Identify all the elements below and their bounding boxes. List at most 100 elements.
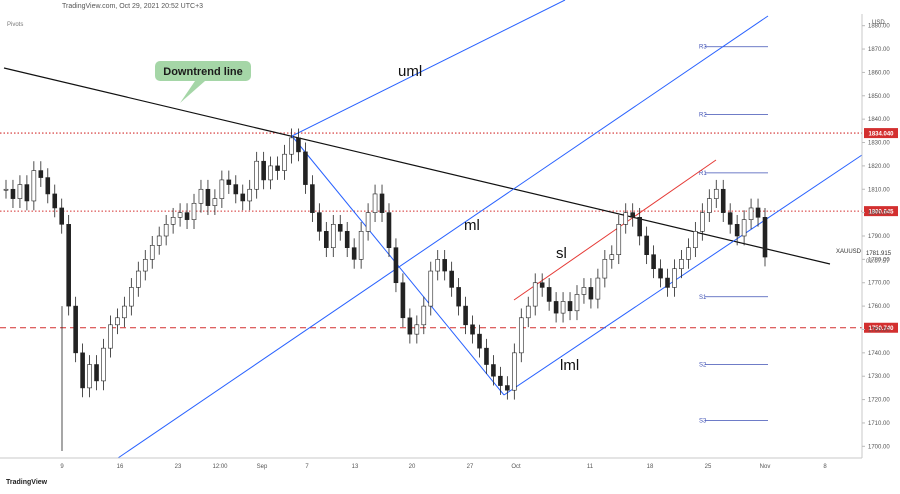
price-candle xyxy=(484,347,489,365)
price-candle xyxy=(449,270,454,288)
price-candle xyxy=(66,224,71,307)
price-candle xyxy=(700,212,705,232)
price-candle xyxy=(358,231,364,260)
price-candle xyxy=(351,247,357,260)
downtrend-text: Downtrend line xyxy=(163,66,242,78)
median-line xyxy=(117,15,769,459)
price-candle xyxy=(630,212,635,218)
downtrend-line xyxy=(3,67,831,265)
y-tick-label: 1780.00 xyxy=(868,257,890,263)
countdown-label: 03:07:57 xyxy=(866,259,890,265)
price-candle xyxy=(122,305,127,319)
price-candle xyxy=(310,184,315,213)
price-candle xyxy=(393,247,399,284)
price-candle xyxy=(505,385,510,391)
x-tick-label: Oct xyxy=(511,464,521,470)
last-price-label: 1781.915 xyxy=(866,251,892,257)
price-candle xyxy=(672,268,677,288)
price-candle xyxy=(219,179,225,199)
pivot-label: S3 xyxy=(699,419,707,425)
price-candle xyxy=(226,179,232,185)
price-candle xyxy=(407,317,413,335)
price-candle xyxy=(247,188,253,202)
price-candle xyxy=(637,217,642,237)
price-candle xyxy=(748,207,754,220)
level-badge xyxy=(864,128,898,139)
price-candle xyxy=(546,287,552,302)
annotations: XAUUSD 1781.915 03:07:57 Downtrend line uml m… xyxy=(155,61,892,374)
y-tick-label: 1820.00 xyxy=(868,164,890,170)
x-tick-label: 13 xyxy=(352,464,359,470)
price-candle xyxy=(156,235,162,246)
price-series xyxy=(3,128,768,451)
level-badge xyxy=(864,322,898,333)
pivot-label: S2 xyxy=(699,363,707,369)
price-candle xyxy=(518,317,524,354)
price-candle xyxy=(184,212,190,220)
y-tick-label: 1730.00 xyxy=(868,374,890,380)
price-candle xyxy=(268,165,273,181)
price-candle xyxy=(289,137,294,155)
price-candle xyxy=(129,287,134,307)
price-candle xyxy=(372,193,378,213)
price-candle xyxy=(588,287,594,300)
downtrend-callout-pointer xyxy=(180,81,205,103)
price-candle xyxy=(52,193,58,209)
lower-median-line xyxy=(503,154,863,396)
price-candle xyxy=(212,198,218,206)
price-candle xyxy=(665,277,670,288)
price-candle xyxy=(45,177,51,195)
x-axis: 9 16 23 12:00 Sep 7 13 20 27 Oct 11 18 25 Nov 8 xyxy=(0,457,862,470)
price-candle xyxy=(254,160,259,190)
price-candle xyxy=(337,224,343,232)
price-candle xyxy=(205,188,211,206)
price-candle xyxy=(115,317,120,326)
price-candle xyxy=(149,245,155,260)
pivot-label: R2 xyxy=(699,112,707,118)
price-candle xyxy=(720,188,726,213)
x-tick-label: 18 xyxy=(647,464,654,470)
price-candle xyxy=(282,153,287,171)
level-badge xyxy=(864,206,898,217)
x-tick-label: Sep xyxy=(257,464,268,470)
price-candle xyxy=(498,375,503,386)
price-candle xyxy=(560,301,566,314)
price-candle xyxy=(734,224,740,237)
y-tick-label: 1790.00 xyxy=(868,234,890,240)
uml-label: uml xyxy=(398,63,422,80)
price-candle xyxy=(686,247,691,260)
price-candle xyxy=(463,305,468,326)
brand-logo: TradingView xyxy=(6,479,48,486)
price-candle xyxy=(525,305,531,319)
price-candle xyxy=(59,207,65,225)
x-tick-label: 16 xyxy=(117,464,124,470)
price-candle xyxy=(574,294,580,312)
y-tick-label: 1870.00 xyxy=(868,47,890,53)
price-candle xyxy=(386,212,392,248)
x-tick-label: 8 xyxy=(823,464,827,470)
price-candle xyxy=(24,184,30,202)
price-candle xyxy=(421,305,427,326)
price-candle xyxy=(741,219,747,237)
price-candle xyxy=(651,254,656,270)
price-candle xyxy=(108,324,113,349)
x-tick-label: 25 xyxy=(705,464,712,470)
price-candle xyxy=(261,160,266,181)
price-candle xyxy=(658,268,663,279)
x-tick-label: 23 xyxy=(175,464,182,470)
price-candle xyxy=(512,352,517,391)
pivot-label: R1 xyxy=(699,171,707,177)
price-candle xyxy=(170,217,176,225)
level-label: 1800.645 xyxy=(868,210,894,216)
price-candle xyxy=(233,184,239,195)
price-candle xyxy=(87,364,92,389)
price-candle xyxy=(379,193,385,213)
price-candle xyxy=(595,277,601,300)
x-tick-label: 7 xyxy=(305,464,309,470)
price-candle xyxy=(602,259,608,279)
upper-median-line xyxy=(291,0,566,137)
price-candle xyxy=(623,212,629,225)
price-candle xyxy=(177,212,183,218)
y-tick-label: 1770.00 xyxy=(868,281,890,287)
